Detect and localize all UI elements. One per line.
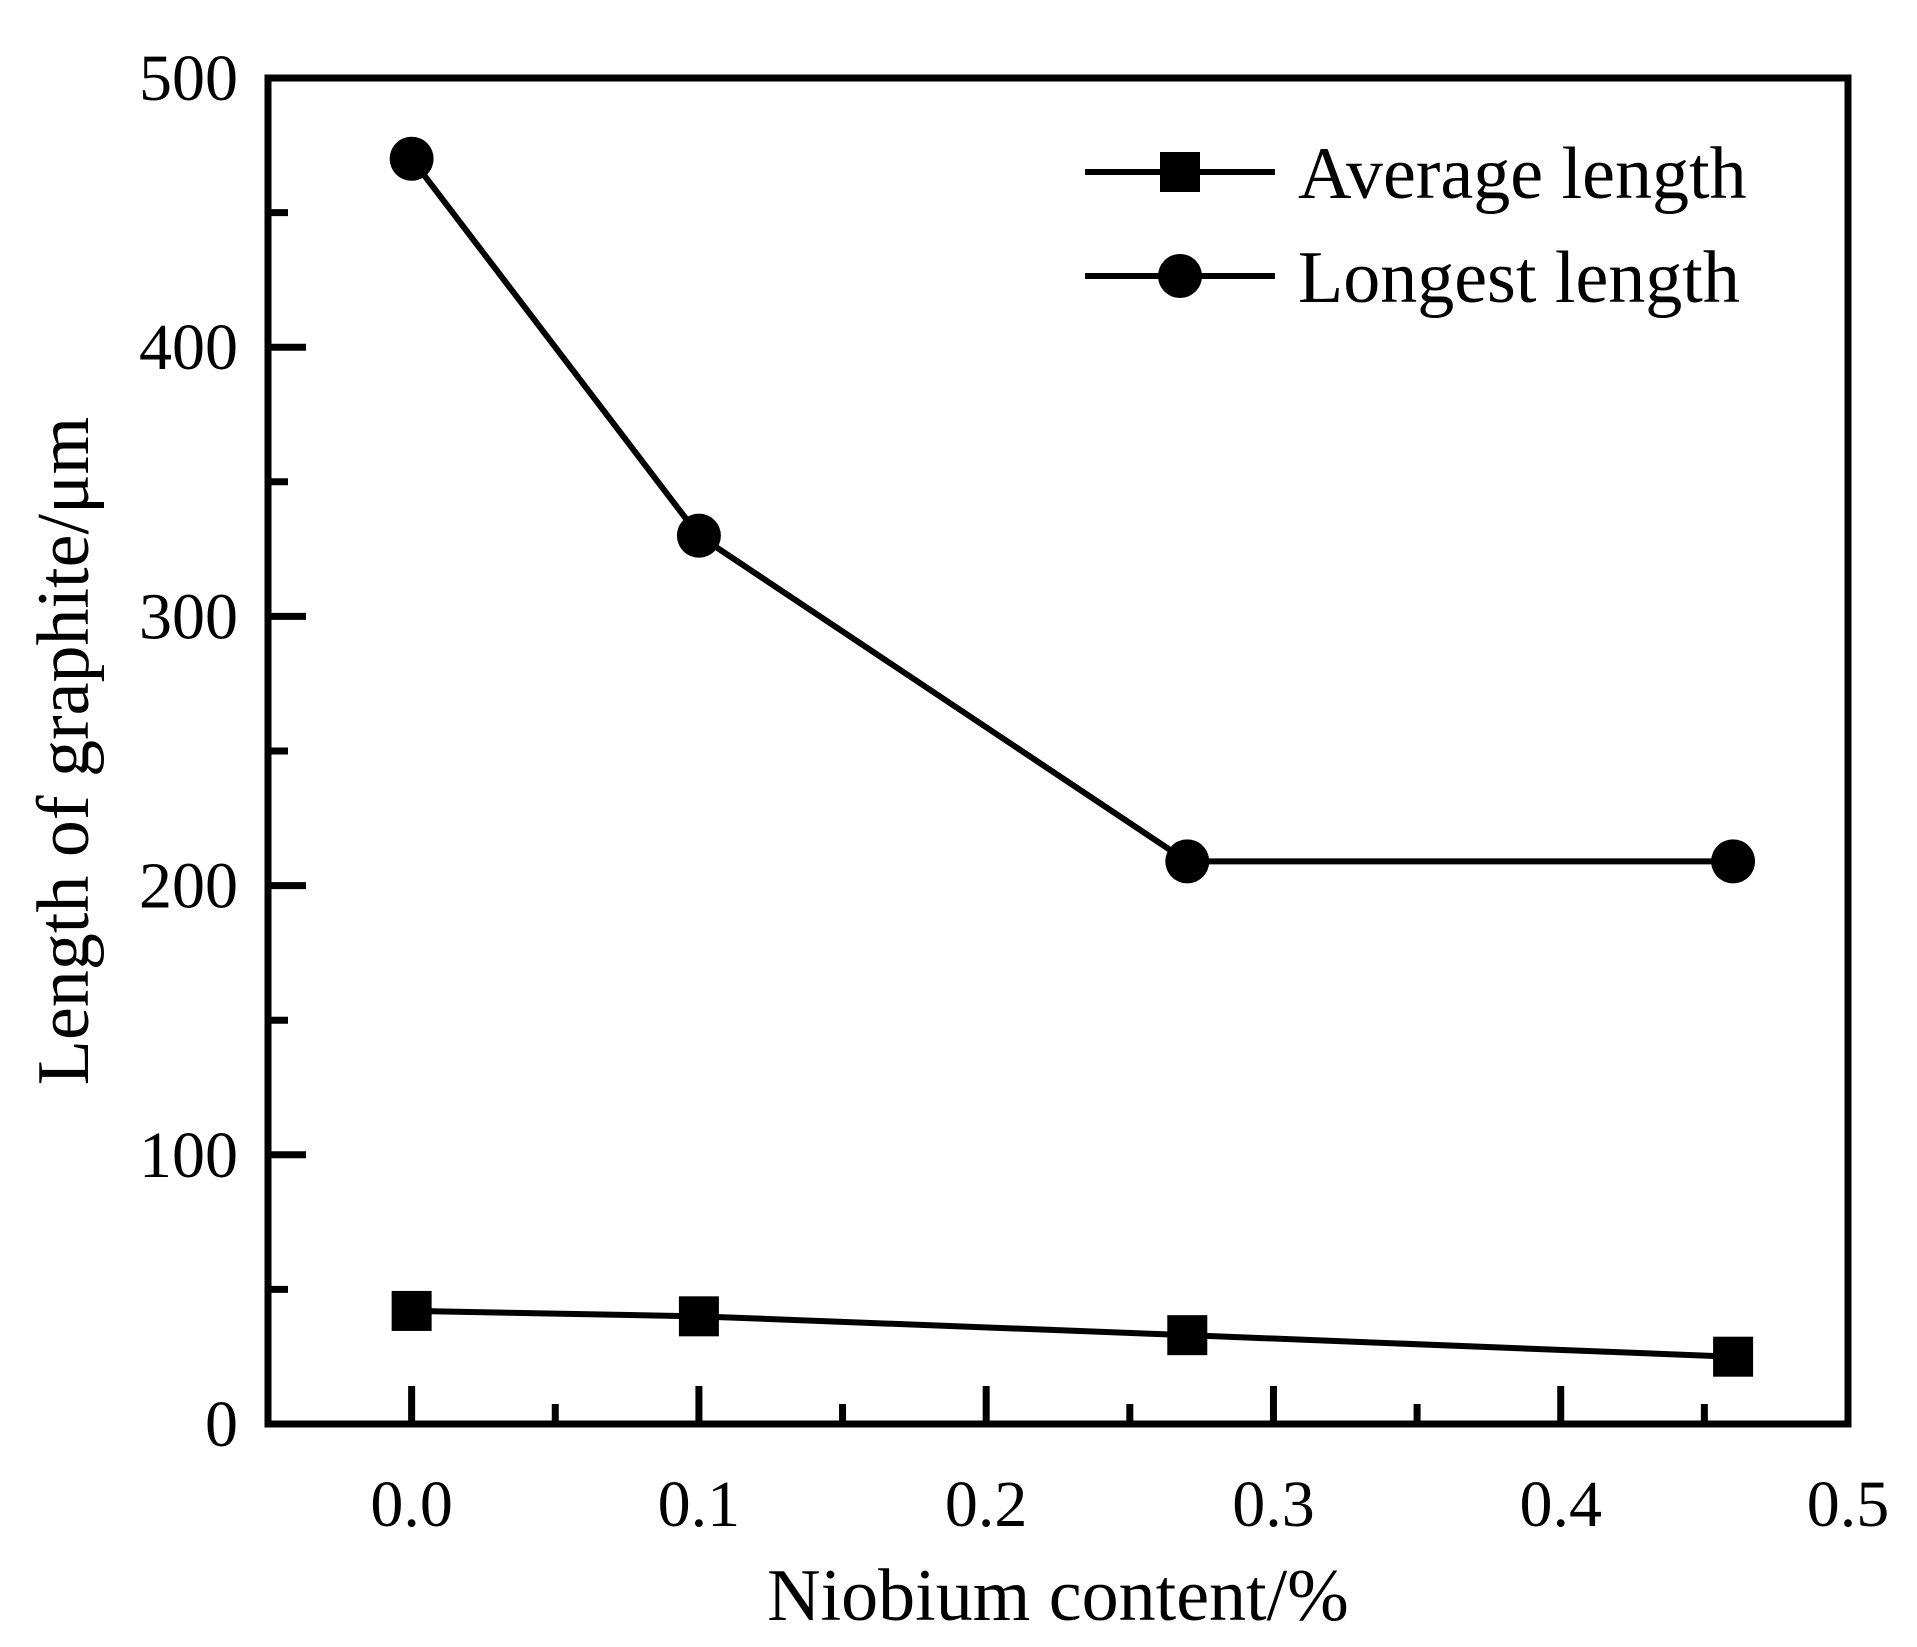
minor-ticks bbox=[268, 209, 1708, 1424]
y-tick-label: 0 bbox=[205, 1388, 238, 1461]
y-tick-labels: 0 100 200 300 400 500 bbox=[139, 42, 238, 1461]
y-tick-label: 400 bbox=[139, 311, 238, 384]
y-axis-title: Length of graphite/μm bbox=[23, 417, 105, 1086]
series-line-average-length bbox=[411, 1307, 1734, 1360]
x-tick-labels: 0.0 0.1 0.2 0.3 0.4 0.5 bbox=[370, 1468, 1889, 1541]
x-tick-label: 0.5 bbox=[1807, 1468, 1890, 1541]
legend-label-average: Average length bbox=[1298, 133, 1747, 215]
series-markers bbox=[389, 136, 1756, 1377]
data-point-longest-length bbox=[1711, 839, 1756, 884]
legend: Average length Longest length bbox=[1085, 133, 1747, 319]
data-point-longest-length bbox=[676, 513, 721, 558]
series-line-longest-length bbox=[409, 156, 1734, 865]
x-axis-title: Niobium content/% bbox=[767, 1555, 1349, 1637]
x-tick-label: 0.4 bbox=[1519, 1468, 1602, 1541]
x-tick-label: 0.1 bbox=[658, 1468, 741, 1541]
series-lines bbox=[409, 156, 1734, 1360]
plot-frame bbox=[264, 74, 1852, 1428]
x-tick-label: 0.0 bbox=[370, 1468, 453, 1541]
data-point-longest-length bbox=[389, 136, 434, 181]
y-tick-label: 300 bbox=[139, 580, 238, 653]
legend-marker-average-square bbox=[1160, 152, 1200, 192]
legend-marker-longest-circle bbox=[1158, 254, 1202, 298]
data-point-average-length bbox=[678, 1296, 719, 1337]
data-point-longest-length bbox=[1165, 839, 1210, 884]
y-tick-label: 100 bbox=[139, 1119, 238, 1192]
y-tick-label: 500 bbox=[139, 42, 238, 115]
data-point-average-length bbox=[391, 1290, 432, 1331]
y-tick-label: 200 bbox=[139, 850, 238, 923]
x-tick-label: 0.3 bbox=[1232, 1468, 1315, 1541]
legend-label-longest: Longest length bbox=[1298, 237, 1740, 319]
data-point-average-length bbox=[1713, 1336, 1754, 1377]
data-point-average-length bbox=[1167, 1315, 1208, 1356]
x-tick-label: 0.2 bbox=[945, 1468, 1028, 1541]
